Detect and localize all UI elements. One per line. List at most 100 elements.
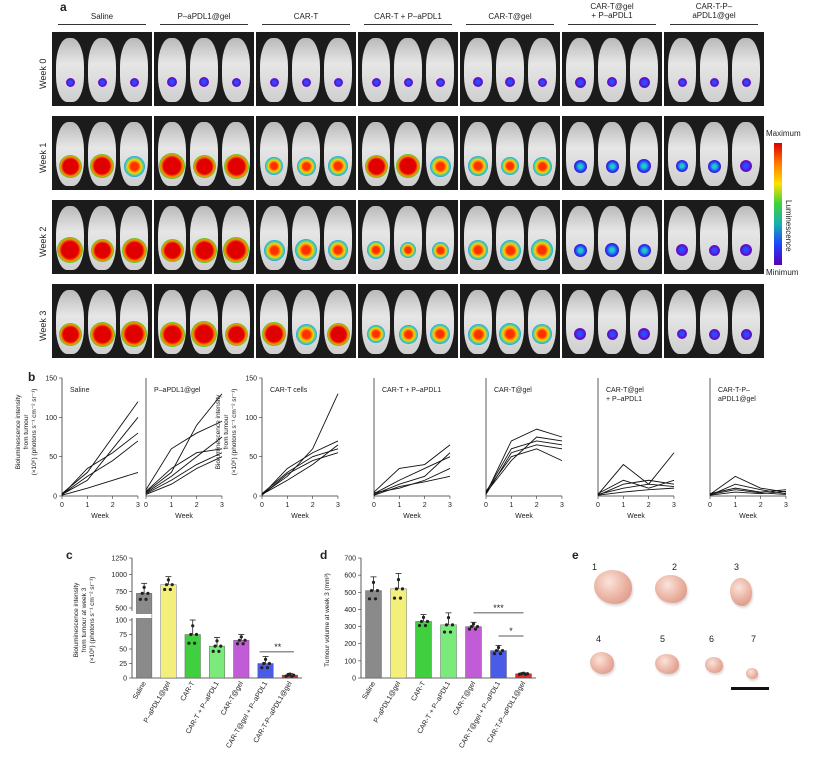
- data-point: [193, 641, 197, 645]
- data-point: [243, 638, 247, 642]
- series-line: [61, 417, 139, 495]
- mouse: [732, 38, 760, 102]
- mouse-image-panel: [52, 284, 152, 358]
- x-tick-label-group: Saline: [132, 680, 148, 700]
- y-tick-label: 1000: [111, 572, 127, 579]
- mouse: [528, 38, 556, 102]
- mouse: [598, 206, 626, 270]
- x-tick-label: 0: [260, 502, 264, 509]
- luminescence-signal: [191, 237, 217, 263]
- series-line: [61, 401, 139, 494]
- x-tick-label: 0: [596, 502, 600, 509]
- group-header-1: P–aPDL1@gel: [177, 12, 231, 21]
- group-header-line: [58, 24, 146, 25]
- tumour-number: 5: [660, 634, 666, 644]
- data-point: [400, 587, 405, 591]
- series-line: [261, 444, 339, 495]
- y-tick-label: 100: [245, 415, 257, 422]
- data-point: [146, 591, 150, 595]
- data-point: [262, 661, 266, 666]
- luminescence-signal: [89, 321, 115, 347]
- luminescence-signal: [167, 77, 177, 87]
- data-point: [467, 627, 472, 631]
- subplot-title: CAR-T cells: [270, 387, 308, 394]
- subplot-title: aPDL1@gel: [718, 396, 756, 403]
- bar: [440, 624, 457, 679]
- group-header-line: [262, 24, 350, 25]
- y-tick-label: 1250: [111, 556, 127, 563]
- luminescence-signal: [396, 154, 420, 178]
- subplot-title: + P–aPDL1: [606, 396, 642, 403]
- mouse-image-panel: [154, 200, 254, 274]
- luminescence-signal: [607, 77, 617, 87]
- mouse-image-panel: [460, 32, 560, 106]
- data-point: [142, 585, 146, 589]
- luminescence-signal: [400, 242, 416, 258]
- x-tick-label: 0: [144, 502, 148, 509]
- mouse-image-panel: [52, 200, 152, 274]
- luminescence-signal: [160, 238, 184, 262]
- luminescence-signal: [499, 323, 521, 345]
- mouse-image-panel: [358, 200, 458, 274]
- data-point: [235, 642, 240, 646]
- data-point: [371, 580, 376, 584]
- y-tick-label: 75: [119, 632, 127, 639]
- series-line: [261, 440, 339, 496]
- x-tick-label: CAR-T: [410, 680, 427, 703]
- x-tick-label: 3: [448, 502, 452, 509]
- luminescence-signal: [403, 77, 413, 87]
- data-point: [170, 583, 174, 587]
- tumour-photo: [705, 657, 723, 673]
- x-tick-label: CAR-T@gel: [452, 680, 477, 717]
- mouse: [362, 206, 390, 270]
- week-label-1: Week 1: [38, 142, 48, 173]
- tumour-number: 2: [672, 562, 678, 572]
- mouse: [566, 38, 594, 102]
- y-tick-label: 50: [119, 647, 127, 654]
- x-tick-label: 3: [136, 502, 140, 509]
- luminescence-signal: [741, 77, 751, 87]
- y-axis-label-line: from tumour: [23, 414, 30, 450]
- data-point: [450, 623, 455, 627]
- mouse: [394, 290, 422, 354]
- tumour-number: 1: [592, 562, 598, 572]
- mouse: [566, 290, 594, 354]
- mouse-image-panel: [664, 284, 764, 358]
- mouse: [464, 122, 492, 186]
- tumour-number: 7: [751, 634, 757, 644]
- luminescence-signal: [532, 156, 552, 176]
- data-point: [239, 635, 243, 639]
- mouse-image-panel: [52, 116, 152, 190]
- data-point: [144, 597, 148, 601]
- group-header-line: [466, 24, 554, 25]
- y-tick-label: 100: [45, 415, 57, 422]
- luminescence-signal: [637, 243, 651, 257]
- luminescence-signal: [159, 153, 185, 179]
- x-tick-label: 2: [195, 502, 199, 509]
- luminescence-signal: [262, 322, 286, 346]
- luminescence-signal: [263, 239, 285, 261]
- y-tick-label: 0: [53, 494, 57, 501]
- mouse: [426, 206, 454, 270]
- group-header-0: Saline: [90, 12, 114, 21]
- mouse: [362, 290, 390, 354]
- x-tick-label: 3: [560, 502, 564, 509]
- x-tick-label: 1: [285, 502, 289, 509]
- luminescence-signal: [637, 159, 651, 173]
- data-point: [492, 652, 497, 656]
- group-header-5: CAR-T@gel + P–aPDL1: [590, 2, 634, 20]
- data-point: [423, 623, 428, 628]
- week-label-0: Week 0: [38, 58, 48, 89]
- group-header-line: [568, 24, 656, 25]
- luminescence-signal: [295, 323, 317, 345]
- mouse: [496, 38, 524, 102]
- line-subplot-0: 0 50 100 150 0 1 2 3 Week Saline: [45, 376, 140, 521]
- y-tick-label: 100: [115, 618, 127, 625]
- luminescence-signal: [505, 77, 515, 87]
- luminescence-signal: [573, 243, 587, 257]
- mouse-image-panel: [256, 32, 356, 106]
- luminescence-signal: [123, 155, 145, 177]
- data-point: [473, 627, 478, 631]
- mouse-image-panel: [562, 116, 662, 190]
- y-axis-label-line: Bioluminescence intensity: [73, 582, 80, 658]
